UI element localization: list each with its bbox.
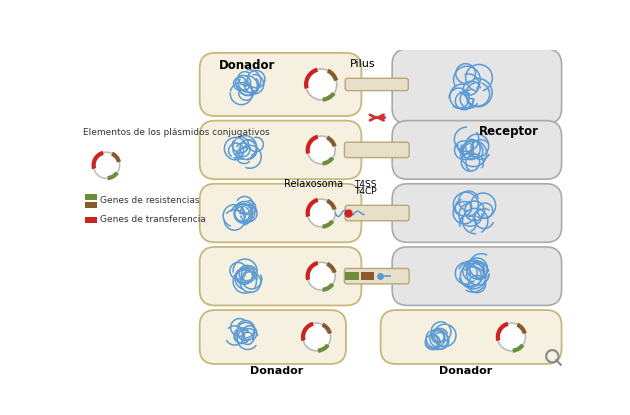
Text: Relaxosoma: Relaxosoma [284, 179, 343, 189]
Circle shape [307, 136, 335, 164]
Wedge shape [323, 283, 335, 292]
Text: Donador: Donador [219, 59, 275, 72]
Wedge shape [301, 322, 314, 341]
FancyBboxPatch shape [345, 269, 409, 284]
Wedge shape [306, 261, 318, 280]
Text: T4SS: T4SS [353, 180, 376, 189]
FancyBboxPatch shape [392, 121, 561, 179]
Wedge shape [306, 198, 318, 217]
Bar [85, 217, 97, 223]
Wedge shape [321, 323, 332, 334]
FancyBboxPatch shape [392, 49, 561, 124]
Text: Donador: Donador [438, 366, 492, 376]
Bar [360, 272, 374, 280]
FancyBboxPatch shape [381, 310, 561, 364]
FancyBboxPatch shape [345, 205, 409, 221]
FancyBboxPatch shape [392, 184, 561, 242]
Text: Genes de resistencias: Genes de resistencias [100, 196, 200, 205]
Wedge shape [108, 171, 119, 180]
Wedge shape [517, 323, 527, 334]
FancyBboxPatch shape [200, 121, 362, 179]
Text: Donador: Donador [250, 366, 303, 376]
FancyBboxPatch shape [200, 310, 346, 364]
Circle shape [306, 69, 336, 100]
Circle shape [303, 323, 331, 351]
Wedge shape [304, 68, 318, 89]
Wedge shape [111, 152, 121, 163]
Text: T4CP: T4CP [353, 187, 376, 196]
Wedge shape [326, 199, 336, 210]
Wedge shape [323, 92, 336, 102]
Wedge shape [326, 136, 336, 147]
Circle shape [498, 323, 525, 351]
Text: Pilus: Pilus [350, 59, 375, 69]
Text: Elementos de los plásmidos conjugativos: Elementos de los plásmidos conjugativos [83, 128, 270, 137]
FancyBboxPatch shape [345, 142, 409, 158]
Wedge shape [327, 69, 338, 81]
FancyBboxPatch shape [200, 184, 362, 242]
FancyBboxPatch shape [392, 247, 561, 305]
Wedge shape [323, 156, 335, 166]
Wedge shape [323, 220, 335, 229]
Circle shape [93, 152, 120, 178]
Bar [85, 202, 97, 208]
Wedge shape [326, 262, 336, 273]
Text: Receptor: Receptor [478, 125, 539, 138]
FancyBboxPatch shape [200, 247, 362, 305]
Text: Genes de transferencia: Genes de transferencia [100, 215, 206, 225]
Wedge shape [496, 322, 508, 341]
Wedge shape [306, 134, 318, 154]
Wedge shape [318, 344, 329, 353]
Circle shape [307, 262, 335, 290]
Bar [345, 272, 359, 280]
Wedge shape [513, 344, 524, 353]
Circle shape [307, 199, 335, 227]
FancyBboxPatch shape [345, 78, 408, 90]
Wedge shape [91, 151, 104, 169]
FancyBboxPatch shape [200, 53, 362, 116]
Bar [85, 194, 97, 200]
